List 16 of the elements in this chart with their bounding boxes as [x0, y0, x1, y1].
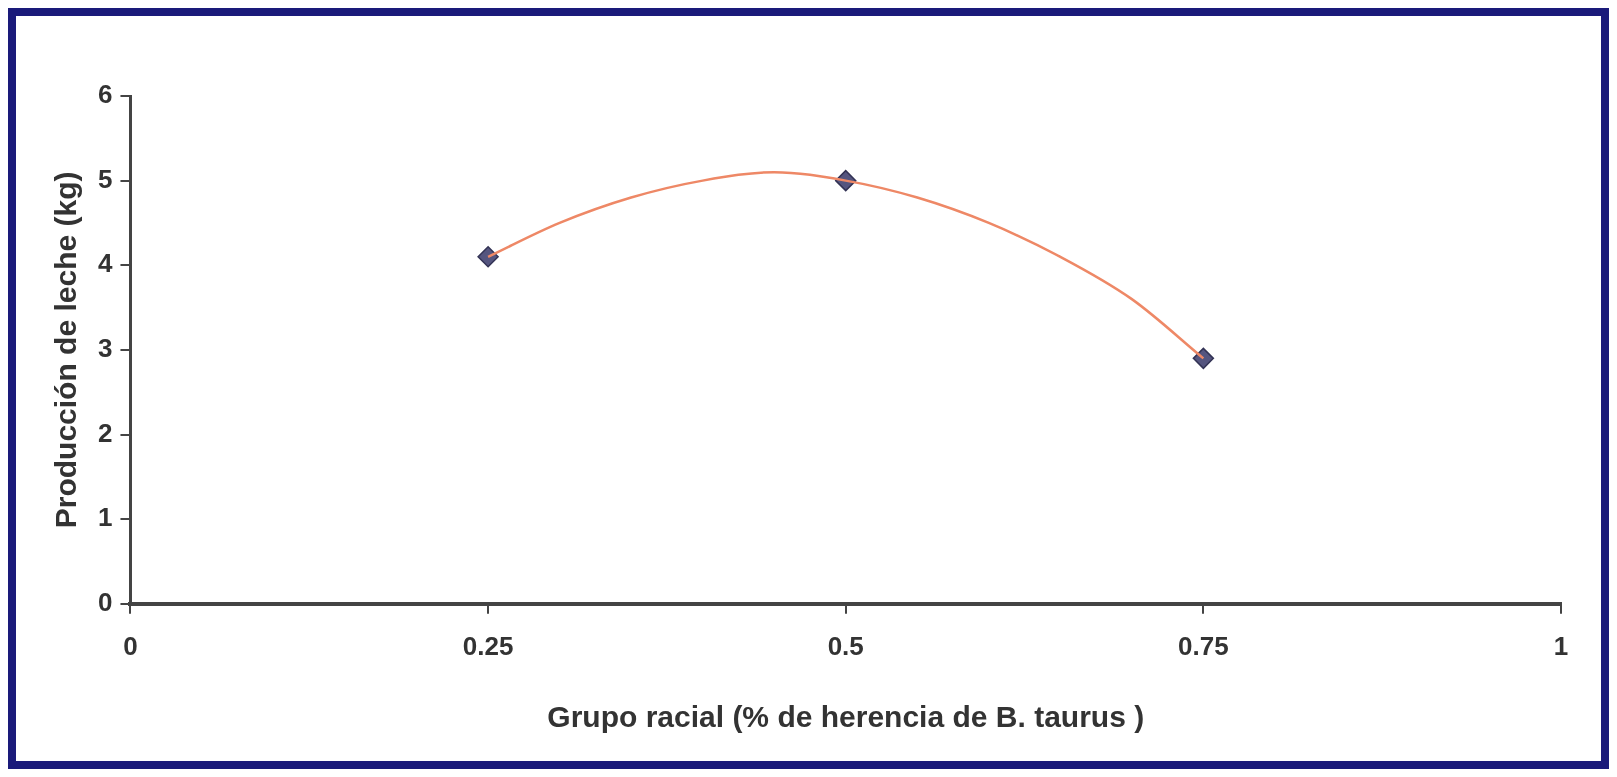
y-tick-label: 3 [97, 333, 113, 364]
y-tick-label: 5 [97, 163, 113, 194]
point [1192, 347, 1215, 370]
x-tick-label: 0.25 [462, 630, 514, 661]
x-tick-label: 0 [123, 630, 138, 661]
x-tick-label: 0.75 [1178, 630, 1229, 661]
y-tick-label: 6 [97, 79, 113, 110]
x-tick-label: 0.5 [827, 630, 864, 661]
y-tick-label: 0 [97, 586, 113, 617]
x-tick-label: 1 [1553, 630, 1569, 661]
y-axis-title: Producción de leche (kg) [49, 171, 83, 529]
x-axis-title: Grupo racial (% de herencia de B. taurus ) [547, 700, 1145, 734]
y-tick-label: 2 [97, 417, 113, 448]
y-tick-label: 4 [97, 248, 113, 279]
y-tick-label: 1 [97, 502, 113, 533]
point [477, 246, 499, 268]
